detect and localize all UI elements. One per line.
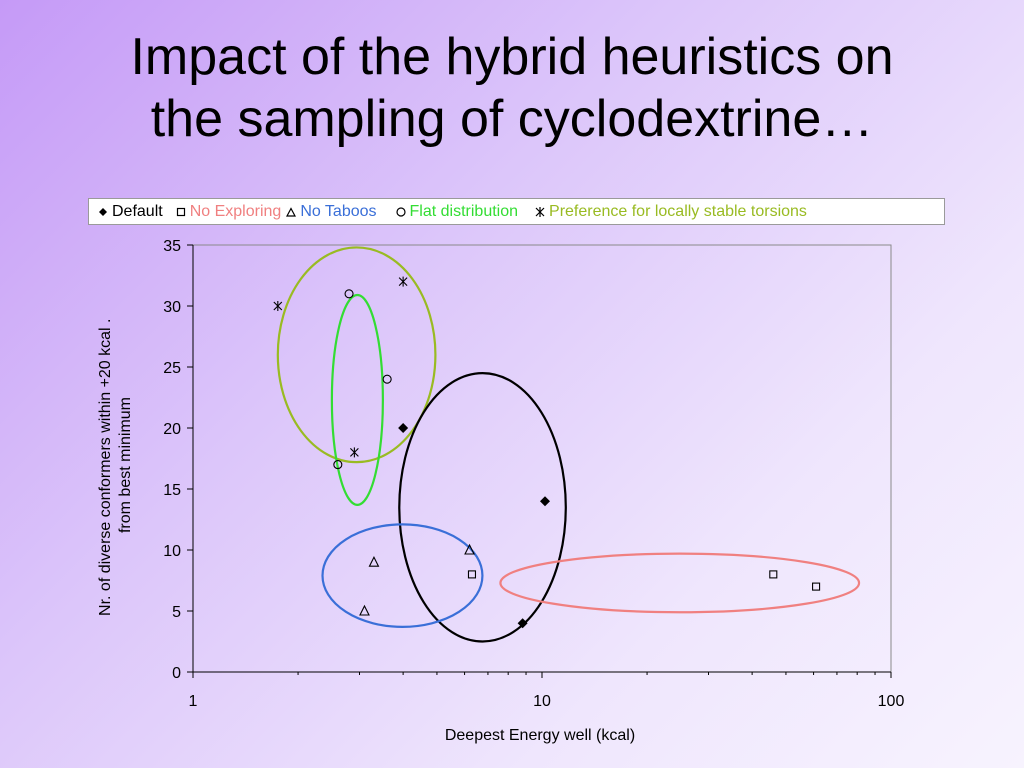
- legend-label-no-exploring: No Exploring: [189, 202, 282, 220]
- plot-area: [192, 244, 892, 673]
- legend-item-flat-distribution: Flat distribution: [395, 202, 519, 221]
- y-tick-label: 30: [163, 299, 181, 316]
- slide-title: Impact of the hybrid heuristics on the s…: [0, 26, 1024, 150]
- point-no-taboos: [359, 604, 370, 616]
- point-preference-for-locally-stable-torsions: [398, 276, 408, 287]
- point-no-taboos: [464, 543, 475, 555]
- y-tick-label: 0: [172, 665, 181, 682]
- y-tick-label: 20: [163, 421, 181, 438]
- y-tick-label: 10: [163, 543, 181, 560]
- legend-item-no-taboos: No Taboos: [285, 202, 377, 221]
- legend-label-preference: Preference for locally stable torsions: [549, 202, 807, 220]
- y-tick-label: 5: [172, 604, 181, 621]
- point-default: [517, 618, 528, 629]
- chart-legend: Default No Exploring No Taboos Flat dist…: [88, 198, 945, 225]
- x-axis-title: Deepest Energy well (kcal): [445, 727, 635, 744]
- point-no-exploring: [812, 582, 821, 591]
- axes: 0 5 10 15 20 25 30 35 1 10 100: [163, 238, 904, 710]
- point-default: [398, 423, 409, 433]
- ellipse-preference-for-locally-stable-torsions: [276, 246, 437, 464]
- y-axis-title-line-2: from best minimum: [117, 397, 134, 533]
- ellipse-no-taboos: [321, 523, 484, 628]
- legend-item-default: Default: [97, 203, 163, 221]
- point-no-taboos: [368, 555, 380, 567]
- y-tick-label: 25: [163, 360, 181, 377]
- triangle-marker-icon: [286, 206, 297, 217]
- slide-title-line-1: Impact of the hybrid heuristics on: [130, 28, 894, 86]
- group-ellipses: [276, 246, 861, 643]
- point-preference-for-locally-stable-torsions: [273, 301, 283, 311]
- diamond-marker-icon: [99, 207, 107, 216]
- y-axis-title: Nr. of diverse conformers within +20 kca…: [97, 314, 134, 616]
- legend-label-default: Default: [112, 202, 163, 220]
- y-axis-title-line-1: Nr. of diverse conformers within +20 kca…: [97, 319, 114, 616]
- legend-item-preference: Preference for locally stable torsions: [534, 203, 807, 221]
- x-tick-label: 100: [878, 693, 905, 710]
- point-flat-distribution: [344, 289, 354, 299]
- asterisk-marker-icon: [535, 206, 545, 217]
- point-default: [540, 496, 551, 507]
- data-points: [273, 276, 821, 629]
- point-preference-for-locally-stable-torsions: [349, 447, 359, 458]
- x-tick-label: 10: [533, 693, 551, 710]
- y-tick-label: 15: [163, 482, 181, 499]
- slide-title-line-2: the sampling of cyclodextrine…: [150, 90, 874, 148]
- square-marker-icon: [176, 207, 185, 216]
- point-no-exploring: [467, 570, 477, 579]
- y-tick-label: 35: [163, 238, 181, 255]
- legend-label-no-taboos: No Taboos: [300, 202, 377, 220]
- ellipse-no-exploring: [499, 552, 861, 614]
- point-flat-distribution: [333, 460, 343, 470]
- ellipse-default: [398, 371, 567, 643]
- legend-item-no-exploring: No Exploring: [175, 202, 282, 221]
- x-tick-label: 1: [189, 693, 198, 710]
- point-no-exploring: [769, 570, 778, 579]
- circle-marker-icon: [395, 206, 406, 217]
- legend-label-flat-distribution: Flat distribution: [409, 202, 519, 220]
- point-flat-distribution: [382, 374, 392, 384]
- ellipse-flat-distribution: [330, 293, 384, 506]
